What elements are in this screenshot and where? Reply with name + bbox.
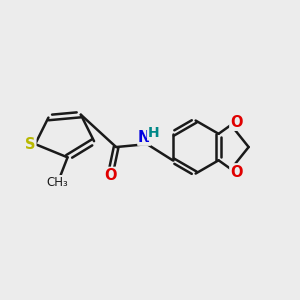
Text: O: O (104, 168, 116, 183)
Text: N: N (138, 130, 150, 145)
Text: CH₃: CH₃ (46, 176, 68, 189)
Text: O: O (231, 165, 243, 180)
Text: H: H (148, 126, 159, 140)
Text: S: S (25, 136, 35, 152)
Text: O: O (231, 115, 243, 130)
